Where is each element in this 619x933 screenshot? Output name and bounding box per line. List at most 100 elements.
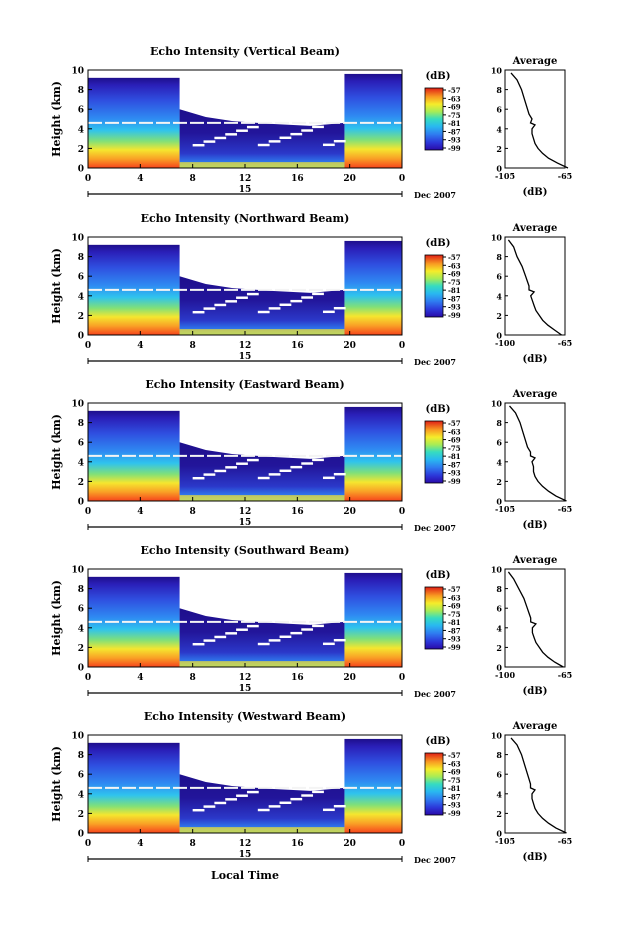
profile-frame: [504, 568, 566, 668]
x-tick-label: 0: [399, 174, 405, 184]
heatmap-field: [88, 237, 402, 335]
profile-x-tick-label: -100: [495, 338, 515, 348]
x-tick-label: 4: [137, 341, 143, 351]
data-gap: [192, 808, 205, 812]
profile-line: [507, 571, 564, 668]
data-gap: [192, 642, 205, 646]
data-gap: [279, 635, 292, 638]
month-label: Dec 2007: [414, 357, 456, 367]
colorbar-tick-label: -57: [448, 253, 461, 262]
colorbar-tick-label: -87: [448, 792, 461, 801]
profile-y-tick-label: 4: [496, 291, 502, 301]
colorbar-tick-label: -81: [448, 452, 461, 461]
low-echo-band: [179, 661, 345, 667]
colorbar-tick-label: -87: [448, 460, 461, 469]
x-tick-label: 16: [291, 673, 304, 683]
data-gap: [236, 296, 248, 299]
echo-region-late: [344, 240, 402, 335]
profile-title: Average: [512, 223, 558, 234]
month-label: Dec 2007: [414, 190, 456, 200]
x-axis-label: Local Time: [211, 869, 279, 882]
x-tick-label: 16: [291, 174, 304, 184]
colorbar-tick-label: -81: [448, 784, 461, 793]
profile-y-tick-label: 2: [496, 311, 502, 321]
profile-y-tick-label: 0: [496, 829, 502, 839]
colorbar-tick-label: -69: [448, 103, 461, 112]
data-gap: [333, 638, 346, 642]
data-gap: [225, 798, 238, 801]
colorbar-tick-label: -75: [448, 776, 461, 785]
echo-region-late: [344, 406, 402, 501]
data-gap: [214, 303, 227, 307]
heatmap-field: [88, 403, 402, 501]
data-gap: [322, 808, 335, 812]
panel-2: Echo Intensity (Eastward Beam) Height (km…: [50, 378, 572, 533]
profile-y-tick-label: 2: [496, 643, 502, 653]
data-gap: [333, 472, 346, 476]
low-echo-band: [179, 495, 345, 501]
data-gap: [257, 476, 270, 480]
x-tick-label: 0: [85, 839, 91, 849]
colorbar-tick-label: -81: [448, 119, 461, 128]
data-gap: [246, 790, 259, 794]
data-gap: [312, 458, 324, 462]
panel-title: Echo Intensity (Vertical Beam): [150, 45, 340, 58]
data-gap: [268, 140, 281, 143]
data-gap: [192, 310, 205, 314]
date-label: 15: [239, 352, 252, 362]
colorbar-tick-label: -87: [448, 626, 461, 635]
date-label: 15: [239, 185, 252, 195]
x-tick-label: 0: [399, 507, 405, 517]
y-tick-label: 8: [78, 419, 84, 429]
data-gap: [214, 801, 227, 805]
data-gap: [236, 628, 248, 631]
data-gap: [214, 136, 227, 140]
data-gap: [312, 790, 324, 794]
data-gap: [203, 639, 216, 642]
data-gap: [246, 125, 259, 129]
data-gap: [225, 466, 238, 469]
profile-x-tick-label: -65: [558, 670, 572, 680]
month-label: Dec 2007: [414, 689, 456, 699]
y-tick-label: 2: [78, 145, 84, 155]
x-tick-label: 0: [85, 341, 91, 351]
y-tick-label: 10: [71, 400, 84, 410]
month-label: Dec 2007: [414, 855, 456, 865]
low-echo-band: [179, 329, 345, 335]
colorbar-label: (dB): [426, 238, 451, 249]
colorbar-tick-label: -93: [448, 801, 461, 810]
data-gap: [203, 473, 216, 476]
echo-region-late: [344, 73, 402, 168]
colorbar-tick-label: -63: [448, 261, 461, 270]
date-label: 15: [239, 518, 252, 528]
y-tick-label: 4: [78, 125, 84, 135]
profile-y-tick-label: 6: [496, 105, 502, 115]
colorbar-tick-label: -87: [448, 127, 461, 136]
x-tick-label: 16: [291, 507, 304, 517]
y-tick-label: 6: [78, 771, 84, 781]
profile-y-tick-label: 6: [496, 272, 502, 282]
colorbar-tick-label: -63: [448, 593, 461, 602]
profile-line: [510, 72, 569, 169]
profile-x-tick-label: -105: [495, 836, 515, 846]
data-gap: [246, 458, 259, 462]
colorbar-tick-label: -93: [448, 303, 461, 312]
y-tick-label: 0: [78, 498, 84, 508]
echo-region-late: [344, 738, 402, 833]
profile-x-tick-label: -65: [558, 836, 572, 846]
profile-title: Average: [512, 389, 558, 400]
y-tick-label: 10: [71, 732, 84, 742]
y-tick-label: 8: [78, 86, 84, 96]
data-gap: [333, 804, 346, 808]
data-gap: [279, 136, 292, 139]
profile-x-tick-label: -105: [495, 171, 515, 181]
profile-x-label: (dB): [523, 354, 548, 365]
profile-y-tick-label: 10: [491, 731, 503, 741]
profile-line: [507, 239, 562, 336]
heatmap-field: [88, 70, 402, 168]
data-gap: [301, 129, 314, 132]
colorbar-tick-label: -81: [448, 286, 461, 295]
y-tick-label: 10: [71, 566, 84, 576]
